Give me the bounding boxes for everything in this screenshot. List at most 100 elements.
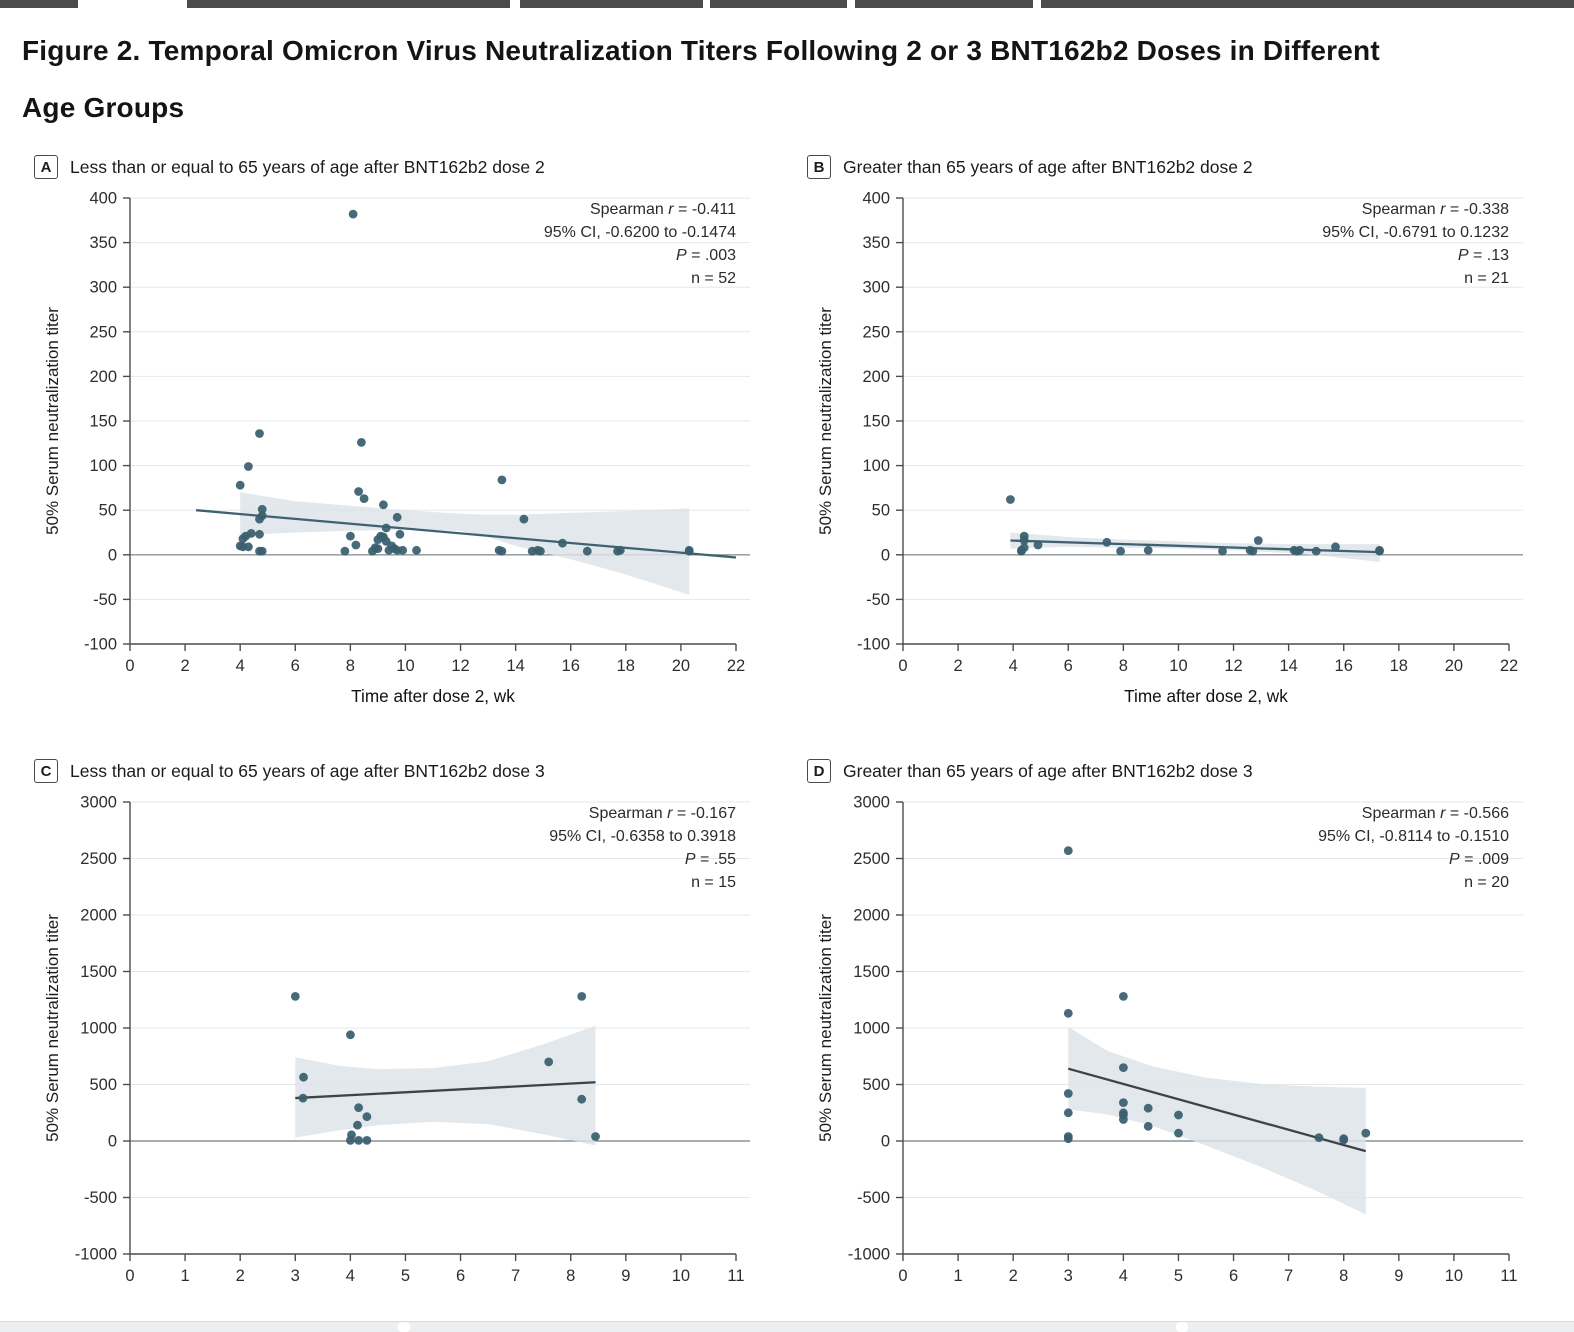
- svg-text:500: 500: [89, 1076, 117, 1094]
- svg-text:200: 200: [862, 368, 890, 386]
- svg-text:350: 350: [862, 234, 890, 252]
- svg-text:1000: 1000: [853, 1020, 890, 1038]
- svg-text:16: 16: [1335, 657, 1353, 675]
- panel-c-title: Less than or equal to 65 years of age af…: [70, 760, 545, 781]
- svg-text:7: 7: [1284, 1267, 1293, 1285]
- svg-text:-1000: -1000: [848, 1246, 890, 1264]
- panel-b-chart: -100 -50 0 50 100 150 200 250 300 350 400 0 2 4 6 8 10 12…: [816, 190, 1523, 706]
- figure-title-line2: Age Groups: [22, 92, 185, 123]
- svg-text:95% CI, -0.6358 to 0.3918: 95% CI, -0.6358 to 0.3918: [549, 828, 736, 845]
- svg-text:-50: -50: [93, 591, 117, 609]
- svg-text:4: 4: [346, 1267, 355, 1285]
- svg-text:95% CI, -0.8114 to -0.1510: 95% CI, -0.8114 to -0.1510: [1318, 828, 1509, 845]
- svg-text:6: 6: [1229, 1267, 1238, 1285]
- svg-text:0: 0: [898, 1267, 907, 1285]
- panel-a-chart: -100 -50 0 50 100 150 200 250 300 350 400 0 2 4 6 8 10 12…: [43, 190, 750, 706]
- svg-text:2000: 2000: [80, 907, 117, 925]
- svg-text:12: 12: [1224, 657, 1242, 675]
- svg-text:22: 22: [1500, 657, 1518, 675]
- svg-text:8: 8: [566, 1267, 575, 1285]
- svg-text:1: 1: [953, 1267, 962, 1285]
- svg-text:0: 0: [898, 657, 907, 675]
- svg-text:9: 9: [621, 1267, 630, 1285]
- svg-text:0: 0: [108, 546, 117, 564]
- svg-text:3: 3: [1064, 1267, 1073, 1285]
- panel-c-header: C Less than or equal to 65 years of age …: [34, 756, 781, 786]
- svg-text:11: 11: [1500, 1267, 1517, 1285]
- svg-text:0: 0: [881, 1133, 890, 1151]
- svg-text:-500: -500: [857, 1189, 890, 1207]
- svg-text:7: 7: [511, 1267, 520, 1285]
- svg-text:100: 100: [862, 457, 890, 475]
- svg-text:4: 4: [1009, 657, 1018, 675]
- figure-title: Figure 2. Temporal Omicron Virus Neutral…: [0, 8, 1574, 140]
- svg-text:P = .55: P = .55: [685, 851, 736, 868]
- svg-text:2000: 2000: [853, 907, 890, 925]
- svg-text:6: 6: [291, 657, 300, 675]
- panel-d-chart: -1000 -500 0 500 1000 1500 2000 2500 3000 0 1 2 3 4 5 6…: [816, 794, 1523, 1285]
- svg-text:50% Serum neutralization titer: 50% Serum neutralization titer: [43, 307, 62, 535]
- svg-text:22: 22: [727, 657, 745, 675]
- svg-text:10: 10: [1445, 1267, 1463, 1285]
- svg-text:4: 4: [236, 657, 245, 675]
- top-bar: [0, 0, 1574, 8]
- panel-d-title: Greater than 65 years of age after BNT16…: [843, 760, 1253, 781]
- svg-text:11: 11: [727, 1267, 744, 1285]
- svg-text:2500: 2500: [853, 850, 890, 868]
- svg-text:Time after dose 2, wk: Time after dose 2, wk: [351, 686, 515, 706]
- svg-text:350: 350: [89, 234, 117, 252]
- svg-text:95% CI, -0.6200 to -0.1474: 95% CI, -0.6200 to -0.1474: [544, 224, 736, 241]
- svg-text:400: 400: [862, 190, 890, 208]
- svg-text:3000: 3000: [853, 794, 890, 812]
- svg-text:16: 16: [562, 657, 580, 675]
- svg-text:50: 50: [99, 502, 117, 520]
- svg-text:300: 300: [89, 279, 117, 297]
- svg-text:9: 9: [1394, 1267, 1403, 1285]
- svg-text:Spearman r = -0.411: Spearman r = -0.411: [590, 201, 736, 218]
- svg-text:50% Serum neutralization titer: 50% Serum neutralization titer: [816, 914, 835, 1142]
- svg-text:50: 50: [872, 502, 890, 520]
- svg-text:-1000: -1000: [75, 1246, 117, 1264]
- svg-text:-50: -50: [866, 591, 890, 609]
- svg-text:P = .003: P = .003: [676, 247, 736, 264]
- svg-text:300: 300: [862, 279, 890, 297]
- svg-text:0: 0: [125, 657, 134, 675]
- svg-text:2: 2: [180, 657, 189, 675]
- svg-text:200: 200: [89, 368, 117, 386]
- svg-text:10: 10: [396, 657, 414, 675]
- panel-b-label-box: B: [807, 155, 831, 179]
- svg-text:10: 10: [672, 1267, 690, 1285]
- horizontal-scrollbar[interactable]: [0, 1321, 1574, 1332]
- svg-text:5: 5: [401, 1267, 410, 1285]
- panels-grid: A Less than or equal to 65 years of age …: [0, 140, 1574, 1290]
- svg-text:1: 1: [180, 1267, 189, 1285]
- svg-text:0: 0: [881, 546, 890, 564]
- panel-c: C Less than or equal to 65 years of age …: [30, 744, 781, 1290]
- svg-text:8: 8: [346, 657, 355, 675]
- svg-text:Spearman r = -0.167: Spearman r = -0.167: [589, 805, 736, 822]
- svg-text:5: 5: [1174, 1267, 1183, 1285]
- svg-text:250: 250: [862, 323, 890, 341]
- figure-title-line1: Figure 2. Temporal Omicron Virus Neutral…: [22, 35, 1380, 66]
- svg-text:n = 15: n = 15: [691, 874, 736, 891]
- panel-c-chart: -1000 -500 0 500 1000 1500 2000 2500 3000 0 1 2 3 4 5 6…: [43, 794, 750, 1285]
- svg-text:4: 4: [1119, 1267, 1128, 1285]
- svg-text:1500: 1500: [853, 963, 890, 981]
- svg-text:20: 20: [1445, 657, 1463, 675]
- svg-text:2: 2: [236, 1267, 245, 1285]
- svg-text:95% CI, -0.6791 to 0.1232: 95% CI, -0.6791 to 0.1232: [1322, 224, 1509, 241]
- panel-a: A Less than or equal to 65 years of age …: [30, 140, 781, 738]
- svg-text:2: 2: [953, 657, 962, 675]
- svg-text:n = 52: n = 52: [691, 270, 736, 287]
- svg-text:8: 8: [1339, 1267, 1348, 1285]
- svg-text:18: 18: [617, 657, 635, 675]
- svg-text:0: 0: [125, 1267, 134, 1285]
- svg-text:6: 6: [1064, 657, 1073, 675]
- panel-a-header: A Less than or equal to 65 years of age …: [34, 152, 781, 182]
- svg-text:Spearman r = -0.566: Spearman r = -0.566: [1362, 805, 1509, 822]
- svg-text:2: 2: [1009, 1267, 1018, 1285]
- svg-text:150: 150: [89, 413, 117, 431]
- svg-text:-100: -100: [84, 636, 117, 654]
- svg-text:3000: 3000: [80, 794, 117, 812]
- panel-b-header: B Greater than 65 years of age after BNT…: [807, 152, 1554, 182]
